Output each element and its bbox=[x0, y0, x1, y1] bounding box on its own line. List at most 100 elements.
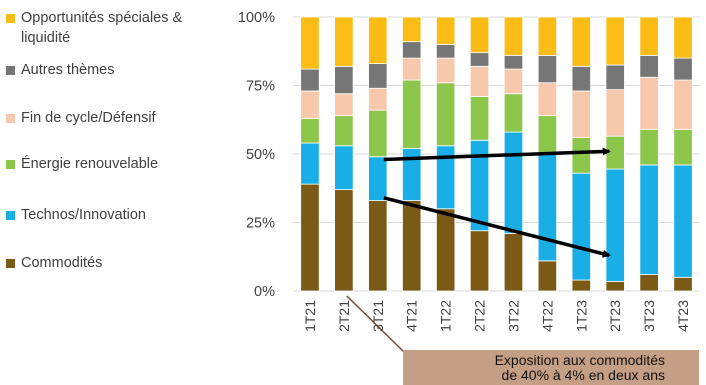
bar-segment-fin-de-cycle-defensif-2t23 bbox=[605, 89, 625, 137]
x-tick-label: 3T22 bbox=[505, 300, 521, 332]
legend-label: Opportunités spéciales & liquidité bbox=[21, 10, 183, 46]
legend-swatch bbox=[6, 211, 15, 220]
bar-segment-autres-themes-2t23 bbox=[605, 64, 625, 91]
bar-segment-energie-renouvelable-1t21 bbox=[300, 117, 320, 144]
bar-segment-commodites-1t22 bbox=[435, 208, 456, 292]
legend-label: Énergie renouvelable bbox=[21, 156, 159, 172]
bar-segment-opportunites-speciales-liquidite-4t22 bbox=[537, 16, 558, 56]
y-tick-label: 50% bbox=[246, 147, 275, 163]
bar-segment-energie-renouvelable-2t22 bbox=[469, 96, 490, 141]
bar-segment-autres-themes-1t21 bbox=[300, 68, 320, 92]
bar-segment-energie-renouvelable-1t22 bbox=[435, 82, 456, 147]
legend-label: Technos/Innovation bbox=[21, 207, 146, 223]
bar-segment-technos-innovation-2t23 bbox=[605, 168, 625, 282]
bar-segment-fin-de-cycle-defensif-3t23 bbox=[639, 76, 659, 130]
bar-segment-technos-innovation-4t21 bbox=[402, 148, 422, 201]
bar-segment-technos-innovation-2t21 bbox=[334, 145, 354, 191]
bar-segment-energie-renouvelable-4t23 bbox=[673, 128, 693, 166]
bar-segment-fin-de-cycle-defensif-3t22 bbox=[503, 68, 524, 95]
bar-segment-technos-innovation-3t22 bbox=[503, 131, 524, 234]
bar-segment-technos-innovation-2t22 bbox=[469, 139, 490, 232]
bar-segment-autres-themes-4t22 bbox=[537, 54, 558, 84]
legend-swatch bbox=[6, 259, 15, 268]
bar-segment-technos-innovation-3t23 bbox=[639, 164, 659, 275]
y-tick-label: 25% bbox=[246, 216, 275, 232]
bar-segment-autres-themes-1t22 bbox=[435, 44, 456, 59]
legend-label: Autres thèmes bbox=[21, 62, 115, 78]
bar-segment-fin-de-cycle-defensif-3t21 bbox=[368, 87, 388, 111]
trend-arrow-2 bbox=[383, 196, 611, 258]
bar-segment-energie-renouvelable-2t21 bbox=[334, 115, 354, 147]
bar-segment-autres-themes-4t21 bbox=[402, 41, 422, 59]
legend-swatch bbox=[6, 160, 15, 169]
bar-segment-fin-de-cycle-defensif-1t21 bbox=[300, 90, 320, 119]
bar-segment-commodites-1t21 bbox=[300, 183, 320, 292]
bar-segment-opportunites-speciales-liquidite-3t23 bbox=[639, 16, 659, 56]
legend-swatch bbox=[6, 66, 15, 75]
bar-segment-technos-innovation-1t23 bbox=[571, 172, 591, 281]
callout-line-2: de 40% à 4% en deux ans bbox=[501, 367, 665, 383]
bar-segment-technos-innovation-4t22 bbox=[537, 153, 558, 262]
x-tick-label: 4T23 bbox=[675, 300, 691, 332]
bar-segment-opportunites-speciales-liquidite-3t21 bbox=[368, 16, 388, 64]
bar-segment-autres-themes-3t21 bbox=[368, 63, 388, 89]
bar-segment-opportunites-speciales-liquidite-1t21 bbox=[300, 16, 320, 70]
bar-segment-autres-themes-4t23 bbox=[673, 57, 693, 81]
bar-segment-commodites-2t21 bbox=[334, 189, 354, 292]
bar-segment-commodites-4t22 bbox=[537, 260, 558, 292]
commodities-callout: Exposition aux commodités de 40% à 4% en… bbox=[403, 350, 699, 385]
bar-segment-energie-renouvelable-3t21 bbox=[368, 109, 388, 158]
x-tick-label: 2T21 bbox=[336, 300, 352, 332]
bar-segment-energie-renouvelable-3t22 bbox=[503, 93, 524, 133]
legend-label: Fin de cycle/Défensif bbox=[21, 110, 156, 126]
y-tick-label: 100% bbox=[238, 10, 275, 26]
bar-segment-opportunites-speciales-liquidite-4t21 bbox=[402, 16, 422, 43]
bar-segment-opportunites-speciales-liquidite-1t22 bbox=[435, 16, 456, 45]
bar-segment-energie-renouvelable-4t21 bbox=[402, 79, 422, 149]
bar-segment-fin-de-cycle-defensif-2t22 bbox=[469, 65, 490, 97]
bar-segment-energie-renouvelable-3t23 bbox=[639, 128, 659, 166]
bar-segment-opportunites-speciales-liquidite-3t22 bbox=[503, 16, 524, 56]
bar-segment-commodites-1t23 bbox=[571, 279, 591, 292]
x-tick-label: 2T23 bbox=[607, 300, 623, 332]
callout-leader-line bbox=[346, 295, 405, 353]
x-tick-label: 3T21 bbox=[370, 300, 386, 332]
bar-segment-fin-de-cycle-defensif-4t22 bbox=[537, 82, 558, 117]
bar-segment-technos-innovation-1t22 bbox=[435, 145, 456, 210]
bar-segment-opportunites-speciales-liquidite-4t23 bbox=[673, 16, 693, 59]
y-tick-label: 75% bbox=[246, 79, 275, 95]
bar-segment-commodites-3t23 bbox=[639, 274, 659, 292]
x-tick-label: 2T22 bbox=[472, 300, 488, 332]
bar-segment-fin-de-cycle-defensif-4t21 bbox=[402, 57, 422, 81]
bar-segment-commodites-4t23 bbox=[673, 276, 693, 292]
bar-segment-fin-de-cycle-defensif-4t23 bbox=[673, 79, 693, 130]
x-tick-label: 3T23 bbox=[641, 300, 657, 332]
callout-line-1: Exposition aux commodités bbox=[494, 352, 665, 368]
bar-segment-commodites-2t23 bbox=[605, 281, 625, 292]
bar-segment-autres-themes-3t22 bbox=[503, 54, 524, 70]
bar-segment-commodites-2t22 bbox=[469, 230, 490, 292]
bar-segment-autres-themes-1t23 bbox=[571, 65, 591, 92]
x-tick-label: 1T21 bbox=[302, 300, 318, 332]
x-tick-label: 1T23 bbox=[573, 300, 589, 332]
bar-segment-commodites-3t21 bbox=[368, 200, 388, 292]
bar-segment-technos-innovation-1t21 bbox=[300, 142, 320, 185]
bar-segment-opportunites-speciales-liquidite-2t23 bbox=[605, 16, 625, 66]
y-tick-label: 0% bbox=[254, 284, 275, 300]
bar-segment-energie-renouvelable-4t22 bbox=[537, 115, 558, 155]
bar-segment-fin-de-cycle-defensif-2t21 bbox=[334, 93, 354, 117]
bar-segment-technos-innovation-4t23 bbox=[673, 164, 693, 278]
bar-segment-fin-de-cycle-defensif-1t22 bbox=[435, 57, 456, 84]
bar-segment-commodites-3t22 bbox=[503, 233, 524, 292]
legend-swatch bbox=[6, 14, 15, 23]
bar-segment-autres-themes-2t22 bbox=[469, 52, 490, 67]
bar-segment-opportunites-speciales-liquidite-2t21 bbox=[334, 16, 354, 67]
bar-segment-energie-renouvelable-1t23 bbox=[571, 137, 591, 174]
bar-segment-autres-themes-3t23 bbox=[639, 54, 659, 78]
x-tick-label: 1T22 bbox=[438, 300, 454, 332]
bar-segment-autres-themes-2t21 bbox=[334, 65, 354, 95]
bar-segment-fin-de-cycle-defensif-1t23 bbox=[571, 90, 591, 138]
trend-arrow-1 bbox=[383, 147, 611, 162]
bar-segment-technos-innovation-3t21 bbox=[368, 156, 388, 201]
